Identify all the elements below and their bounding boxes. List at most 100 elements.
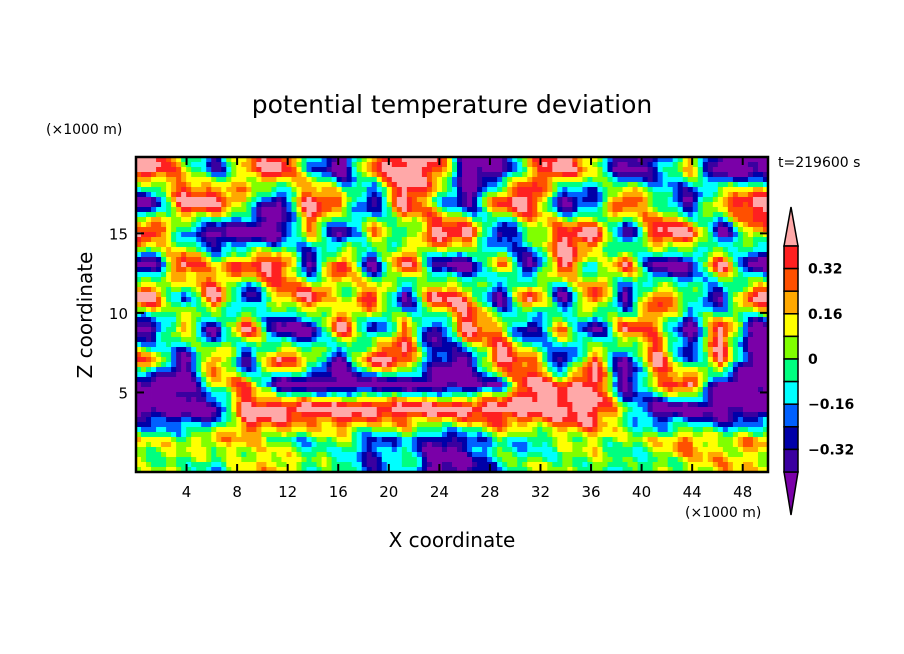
heatmap-cell bbox=[667, 207, 674, 213]
heatmap-cell bbox=[492, 167, 498, 173]
heatmap-cell bbox=[537, 332, 543, 338]
heatmap-cell bbox=[266, 232, 272, 238]
heatmap-cell bbox=[692, 172, 699, 178]
heatmap-cell bbox=[231, 342, 237, 348]
heatmap-cell bbox=[482, 212, 488, 218]
heatmap-cell bbox=[406, 182, 413, 188]
heatmap-cell bbox=[396, 302, 403, 308]
heatmap-cell bbox=[336, 192, 343, 198]
heatmap-cell bbox=[557, 242, 563, 248]
heatmap-cell bbox=[446, 167, 453, 173]
heatmap-cell bbox=[146, 312, 152, 318]
heatmap-cell bbox=[727, 222, 734, 228]
heatmap-cell bbox=[692, 177, 699, 183]
heatmap-cell bbox=[517, 187, 523, 193]
heatmap-cell bbox=[421, 217, 428, 223]
heatmap-cell bbox=[356, 237, 363, 243]
heatmap-cell bbox=[642, 202, 649, 208]
heatmap-cell bbox=[602, 232, 608, 238]
heatmap-cell bbox=[587, 247, 593, 253]
heatmap-cell bbox=[487, 207, 493, 213]
heatmap-cell bbox=[231, 307, 237, 313]
heatmap-cell bbox=[246, 252, 252, 258]
heatmap-cell bbox=[341, 327, 348, 333]
heatmap-cell bbox=[396, 317, 403, 323]
heatmap-cell bbox=[241, 217, 247, 223]
heatmap-cell bbox=[497, 337, 503, 343]
heatmap-cell bbox=[421, 272, 428, 278]
heatmap-cell bbox=[562, 262, 568, 268]
heatmap-cell bbox=[171, 207, 177, 213]
heatmap-cell bbox=[356, 282, 363, 288]
heatmap-cell bbox=[416, 332, 423, 338]
heatmap-cell bbox=[512, 197, 518, 203]
heatmap-cell bbox=[717, 247, 724, 253]
heatmap-cell bbox=[527, 292, 533, 298]
heatmap-cell bbox=[221, 337, 227, 343]
heatmap-cell bbox=[241, 342, 247, 348]
heatmap-cell bbox=[256, 202, 262, 208]
heatmap-cell bbox=[687, 337, 694, 343]
heatmap-cell bbox=[637, 177, 644, 183]
heatmap-cell bbox=[687, 327, 694, 333]
heatmap-cell bbox=[562, 177, 568, 183]
heatmap-cell bbox=[502, 207, 508, 213]
heatmap-cell bbox=[537, 347, 543, 353]
heatmap-cell bbox=[762, 347, 769, 353]
heatmap-cell bbox=[351, 192, 358, 198]
heatmap-cell bbox=[762, 162, 769, 168]
heatmap-cell bbox=[617, 267, 623, 273]
heatmap-cell bbox=[196, 192, 202, 198]
heatmap-cell bbox=[572, 202, 578, 208]
heatmap-cell bbox=[391, 307, 398, 313]
heatmap-cell bbox=[607, 267, 613, 273]
heatmap-cell bbox=[737, 297, 744, 303]
heatmap-cell bbox=[497, 317, 503, 323]
heatmap-cell bbox=[406, 167, 413, 173]
heatmap-cell bbox=[717, 332, 724, 338]
heatmap-cell bbox=[612, 232, 618, 238]
heatmap-cell bbox=[281, 332, 287, 338]
heatmap-cell bbox=[311, 262, 317, 268]
heatmap-cell bbox=[286, 297, 292, 303]
heatmap-cell bbox=[206, 307, 212, 313]
heatmap-cell bbox=[186, 287, 192, 293]
heatmap-cell bbox=[597, 237, 603, 243]
heatmap-cell bbox=[331, 232, 338, 238]
heatmap-cell bbox=[692, 282, 699, 288]
heatmap-cell bbox=[421, 342, 428, 348]
heatmap-cell bbox=[652, 317, 659, 323]
heatmap-cell bbox=[562, 157, 568, 163]
heatmap-cell bbox=[266, 287, 272, 293]
heatmap-cell bbox=[236, 277, 242, 283]
heatmap-cell bbox=[622, 157, 628, 163]
heatmap-cell bbox=[757, 192, 764, 198]
heatmap-cell bbox=[286, 192, 292, 198]
heatmap-cell bbox=[572, 187, 578, 193]
heatmap-cell bbox=[201, 267, 207, 273]
heatmap-cell bbox=[537, 292, 543, 298]
heatmap-cell bbox=[572, 227, 578, 233]
heatmap-cell bbox=[687, 307, 694, 313]
heatmap-cell bbox=[647, 167, 654, 173]
heatmap-cell bbox=[617, 202, 623, 208]
heatmap-cell bbox=[386, 307, 393, 313]
heatmap-cell bbox=[747, 177, 754, 183]
heatmap-cell bbox=[527, 287, 533, 293]
heatmap-cell bbox=[176, 272, 182, 278]
heatmap-cell bbox=[637, 217, 644, 223]
heatmap-cell bbox=[697, 207, 704, 213]
heatmap-cell bbox=[702, 287, 709, 293]
heatmap-cell bbox=[582, 202, 588, 208]
heatmap-cell bbox=[477, 157, 483, 163]
heatmap-cell bbox=[602, 272, 608, 278]
heatmap-cell bbox=[221, 162, 227, 168]
heatmap-cell bbox=[632, 307, 638, 313]
heatmap-cell bbox=[622, 247, 628, 253]
heatmap-cell bbox=[141, 177, 147, 183]
heatmap-cell bbox=[597, 302, 603, 308]
heatmap-cell bbox=[497, 322, 503, 328]
heatmap-cell bbox=[712, 232, 719, 238]
heatmap-cell bbox=[411, 167, 418, 173]
heatmap-cell bbox=[171, 287, 177, 293]
